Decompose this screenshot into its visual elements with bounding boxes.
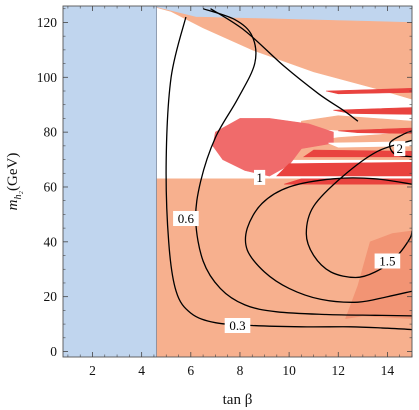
contour-label-box (394, 141, 406, 157)
contour-label-box (224, 318, 251, 333)
y-axis-label: mh₂(GeV) (5, 153, 24, 211)
x-tick-label: 6 (187, 363, 194, 378)
y-tick-label: 0 (50, 344, 57, 359)
contour-label-2: 2 (394, 141, 406, 157)
contour-label-text: 0.3 (229, 318, 245, 333)
x-tick-label: 12 (332, 363, 346, 378)
contour-label-1_5: 1.5 (374, 253, 401, 269)
x-tick-label: 10 (282, 363, 296, 378)
y-tick-label: 80 (44, 125, 58, 140)
contour-label-0_6: 0.6 (173, 211, 199, 226)
contour-line-1-b (244, 177, 412, 303)
y-tick-label: 100 (37, 70, 58, 85)
contour-label-box (254, 169, 266, 185)
y-axis-label-symbol: m (5, 199, 21, 210)
y-tick-label: 40 (44, 234, 58, 249)
region-red-band-3 (325, 87, 412, 95)
contour-labels-layer: 0.3 0.6 1 1.5 2 (173, 141, 406, 333)
region-salmon-upper (156, 7, 412, 100)
x-tick-label: 2 (89, 363, 96, 378)
region-blue-left (63, 6, 157, 357)
y-axis-label-subscript: h₂ (13, 190, 24, 199)
region-salmon-dark-lower-right (345, 230, 412, 319)
contour-line-1 (210, 8, 359, 122)
contour-label-box (374, 253, 401, 269)
contour-label-text: 1 (256, 170, 263, 185)
region-red-band-2 (276, 161, 412, 177)
contour-label-text: 0.6 (178, 211, 195, 226)
region-red-band-6 (284, 178, 412, 185)
y-tick-label: 20 (44, 289, 58, 304)
contour-label-text: 2 (396, 141, 403, 156)
x-tick-label: 14 (381, 363, 395, 378)
contour-label-text: 1.5 (379, 254, 395, 269)
contour-label-0_3: 0.3 (224, 318, 251, 333)
x-tick-label: 8 (237, 363, 244, 378)
regions-layer (63, 6, 412, 357)
region-red-band-1 (302, 149, 412, 158)
y-tick-label: 120 (37, 15, 58, 30)
contour-line-0_3 (165, 16, 412, 331)
contour-label-box (173, 211, 199, 226)
contour-label-1: 1 (254, 169, 266, 185)
y-tick-label: 60 (44, 179, 58, 194)
x-axis-label: tan β (223, 392, 253, 408)
y-axis-label-unit: (GeV) (5, 153, 21, 191)
region-red-band-5 (338, 127, 412, 134)
region-red-band-4 (333, 107, 412, 115)
x-tick-label: 4 (138, 363, 145, 378)
region-red-blob-mid (212, 118, 334, 177)
plot-frame (62, 5, 413, 358)
